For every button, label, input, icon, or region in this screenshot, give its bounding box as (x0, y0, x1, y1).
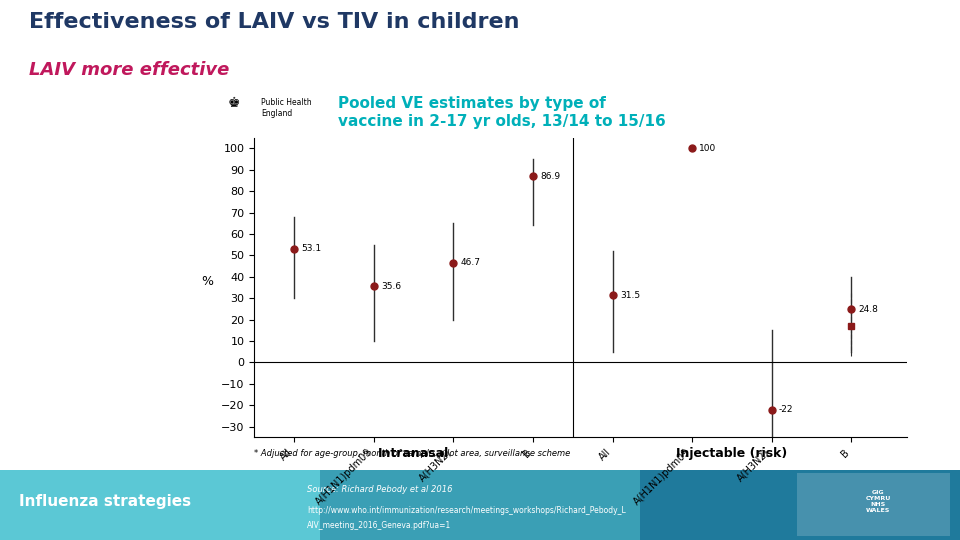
Text: 24.8: 24.8 (858, 305, 878, 314)
Y-axis label: %: % (202, 274, 213, 287)
Text: * Adjusted for age-group, month of sample, pilot area, surveillance scheme: * Adjusted for age-group, month of sampl… (254, 449, 570, 458)
Bar (640, 470, 960, 540)
Bar (797, 473, 950, 537)
Text: Pooled VE estimates by type of
vaccine in 2-17 yr olds, 13/14 to 15/16: Pooled VE estimates by type of vaccine i… (339, 96, 666, 129)
Text: Public Health
England: Public Health England (261, 98, 312, 118)
Text: 35.6: 35.6 (381, 282, 401, 291)
Bar (320, 470, 640, 540)
Text: Influenza strategies: Influenza strategies (19, 494, 191, 509)
Bar (0, 470, 320, 540)
Text: Intranasal: Intranasal (378, 447, 449, 460)
Text: 46.7: 46.7 (461, 258, 481, 267)
Text: 86.9: 86.9 (540, 172, 561, 181)
Text: http://www.who.int/immunization/research/meetings_workshops/Richard_Pebody_L: http://www.who.int/immunization/research… (307, 506, 626, 515)
Text: Effectiveness of LAIV vs TIV in children: Effectiveness of LAIV vs TIV in children (29, 12, 519, 32)
Text: ♚: ♚ (228, 96, 240, 110)
Text: Source: Richard Pebody et al 2016: Source: Richard Pebody et al 2016 (307, 485, 453, 494)
Text: 31.5: 31.5 (620, 291, 640, 300)
Text: GIG
CYMRU
NHS
WALES: GIG CYMRU NHS WALES (866, 490, 891, 512)
Text: 100: 100 (700, 144, 717, 153)
Text: Injectable (risk): Injectable (risk) (677, 447, 788, 460)
Text: LAIV more effective: LAIV more effective (29, 61, 229, 79)
Text: 53.1: 53.1 (301, 244, 322, 253)
Text: AIV_meeting_2016_Geneva.pdf?ua=1: AIV_meeting_2016_Geneva.pdf?ua=1 (307, 522, 451, 530)
Text: -22: -22 (779, 405, 794, 414)
